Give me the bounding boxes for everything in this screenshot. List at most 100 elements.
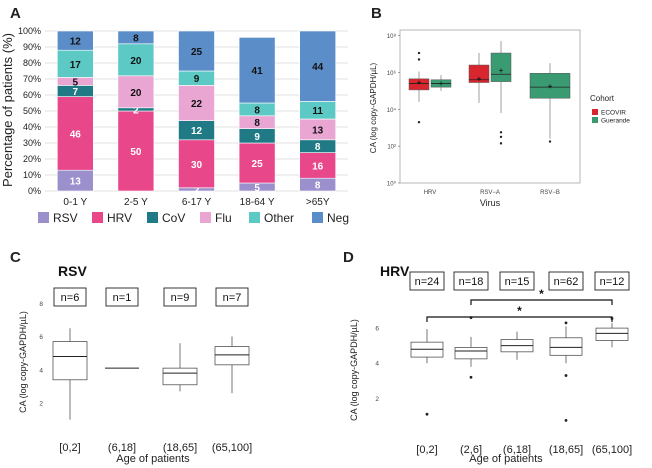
panel-c-boxplot: RSV n=6 n=1 n=9 n=7 2 4 6 8 CA (log copy-GAPDH… bbox=[18, 263, 252, 465]
panel-a-data-label: 50 bbox=[130, 147, 142, 158]
panel-c-y-tick-label: 6 bbox=[39, 334, 43, 341]
panel-d-outlier bbox=[564, 418, 568, 422]
panel-a-data-label: 25 bbox=[191, 47, 203, 58]
panel-c-y-tick-label: 8 bbox=[39, 301, 43, 308]
panel-a-data-label: 2 bbox=[133, 105, 139, 116]
panel-a-data-label: 8 bbox=[315, 142, 321, 153]
panel-a-data-label: 8 bbox=[254, 118, 260, 129]
panel-b-y-tick-label: 10² bbox=[387, 145, 396, 151]
panel-a-data-label: 13 bbox=[70, 177, 82, 188]
panel-d-x-tick-label: (2,6] bbox=[460, 444, 482, 456]
panel-a-legend-label: Other bbox=[264, 211, 294, 225]
panel-d-significance-bracket bbox=[470, 299, 613, 305]
panel-d-significance: ** bbox=[426, 287, 613, 322]
panel-a-bar-segment-neg bbox=[178, 30, 215, 72]
panel-d-count-label: n=24 bbox=[415, 276, 440, 288]
panel-d-outlier bbox=[564, 374, 568, 377]
panel-d-significance-star: * bbox=[539, 287, 544, 301]
panel-a-bar-segment-neg bbox=[299, 30, 337, 102]
panel-label-b: B bbox=[371, 5, 382, 22]
panel-a-legend-swatch-cov bbox=[147, 212, 158, 223]
panel-d-outlier bbox=[469, 375, 473, 379]
panel-c-boxes bbox=[52, 328, 250, 420]
panel-a-bar-segment-hrv bbox=[238, 142, 276, 184]
panel-c-title: RSV bbox=[58, 263, 87, 279]
panel-b-outlier bbox=[548, 140, 552, 143]
panel-a-bar-segment-neg bbox=[117, 30, 155, 45]
panel-a-legend-swatch-neg bbox=[312, 212, 323, 223]
panel-c-box bbox=[214, 346, 250, 366]
panel-a-legend-label: Flu bbox=[215, 211, 232, 225]
panel-b-legend-label: Guerande bbox=[601, 118, 630, 125]
panel-d-count-box bbox=[499, 271, 535, 291]
panel-c-x-tick-label: [0,2] bbox=[59, 442, 80, 454]
panel-a-bar-segment-neg bbox=[56, 30, 94, 51]
panel-d-y-tick-label: 6 bbox=[375, 326, 379, 333]
panel-a-y-tick-label: 80% bbox=[23, 58, 41, 68]
panel-b-x-tick-label: RSV−A bbox=[480, 190, 500, 196]
panel-d-outlier bbox=[610, 317, 614, 320]
panel-a-y-tick-label: 70% bbox=[23, 74, 41, 84]
panel-b-x-ticks: HRV RSV−A RSV−B bbox=[424, 190, 560, 196]
panel-d-count-label: n=15 bbox=[505, 276, 530, 288]
panel-d-count-box bbox=[453, 271, 489, 291]
panel-b-mean-marker bbox=[477, 76, 481, 81]
panel-d-x-tick-label: (18,65] bbox=[549, 444, 583, 456]
panel-a-legend-swatch-rsv bbox=[38, 212, 49, 223]
panel-a-data-label: 41 bbox=[252, 66, 264, 77]
panel-d-x-axis-label: Age of patients bbox=[469, 453, 543, 465]
panel-b-outlier bbox=[417, 120, 421, 124]
panel-a-bar-segment-hrv bbox=[178, 139, 215, 189]
panel-b-outlier bbox=[499, 142, 503, 145]
panel-d-count-label: n=62 bbox=[554, 276, 579, 288]
panel-d-count-box bbox=[548, 271, 584, 291]
panel-c-box bbox=[52, 341, 88, 381]
panel-a-data-label: 8 bbox=[254, 105, 260, 116]
panel-label-a: A bbox=[10, 5, 21, 22]
panel-a-stacked-bar-chart: 0% 10% 20% 30% 40% 50% 60% 70% 80% 90% 100% Percen… bbox=[0, 26, 349, 225]
panel-b-outlier bbox=[499, 135, 503, 139]
panel-a-legend-swatch-hrv bbox=[92, 212, 103, 223]
panel-b-mean-marker bbox=[499, 68, 503, 73]
panel-a-data-label: 44 bbox=[312, 62, 324, 73]
panel-b-plot-area bbox=[399, 29, 581, 184]
panel-d-count-label: n=12 bbox=[600, 276, 625, 288]
panel-d-y-axis-label: CA (log copy-GAPDH/µL) bbox=[349, 319, 359, 421]
panel-b-mean-marker bbox=[548, 84, 552, 89]
panel-c-x-tick-label: (18,65] bbox=[163, 442, 197, 454]
panel-b-mean-marker bbox=[417, 80, 421, 85]
panel-c-count-box bbox=[163, 287, 197, 307]
panel-c-y-tick-label: 4 bbox=[39, 367, 43, 374]
panel-d-box bbox=[549, 337, 583, 356]
panel-a-data-label: 22 bbox=[191, 99, 203, 110]
panel-c-count-box bbox=[53, 287, 87, 307]
panel-a-data-label: 13 bbox=[312, 125, 324, 136]
panel-d-outlier bbox=[469, 316, 473, 319]
panel-a-data-label: 12 bbox=[70, 37, 82, 48]
panel-c-y-axis-label: CA (log copy-GAPDH/µL) bbox=[18, 311, 28, 413]
panel-a-legend-swatch-other bbox=[249, 212, 260, 223]
panel-a-x-ticks: 0-1 Y 2-5 Y 6-17 Y 18-64 Y >65Y bbox=[63, 197, 329, 208]
panel-a-x-tick-label: 2-5 Y bbox=[124, 197, 148, 208]
panel-d-y-ticks: 2 4 6 bbox=[375, 326, 379, 403]
panel-c-x-ticks: [0,2] (6,18] (18,65] (65,100] bbox=[59, 442, 252, 454]
panel-a-bar-segment-flu bbox=[117, 75, 155, 109]
panel-a-bars: 1346751712050220208230122292552598841816… bbox=[56, 30, 337, 196]
panel-a-y-ticks: 0% 10% 20% 30% 40% 50% 60% 70% 80% 90% 100% bbox=[18, 26, 41, 196]
panel-b-boxplot: 10⁰ 10² 10⁴ 10⁶ 10⁸ CA (log copy-GAPDH/µL) H… bbox=[369, 29, 630, 208]
panel-a-data-label: 20 bbox=[130, 56, 142, 67]
panel-a-y-tick-label: 40% bbox=[23, 122, 41, 132]
panel-b-legend-swatch bbox=[592, 109, 598, 115]
panel-d-x-tick-label: [0,2] bbox=[416, 444, 437, 456]
panel-a-data-label: 9 bbox=[194, 74, 200, 85]
panel-a-data-label: 30 bbox=[191, 160, 203, 171]
panel-a-y-tick-label: 10% bbox=[23, 170, 41, 180]
panel-c-count-label: n=9 bbox=[171, 292, 190, 304]
panel-a-data-label: 12 bbox=[191, 126, 203, 137]
panel-b-box bbox=[468, 64, 490, 83]
panel-a-data-label: 2 bbox=[194, 185, 200, 196]
panel-b-y-axis-label: CA (log copy-GAPDH/µL) bbox=[369, 62, 378, 153]
panel-a-data-label: 8 bbox=[315, 181, 321, 192]
panel-a-bar-segment-hrv bbox=[299, 152, 337, 179]
panel-a-legend: RSV HRV CoV Flu Other Neg bbox=[38, 211, 349, 225]
